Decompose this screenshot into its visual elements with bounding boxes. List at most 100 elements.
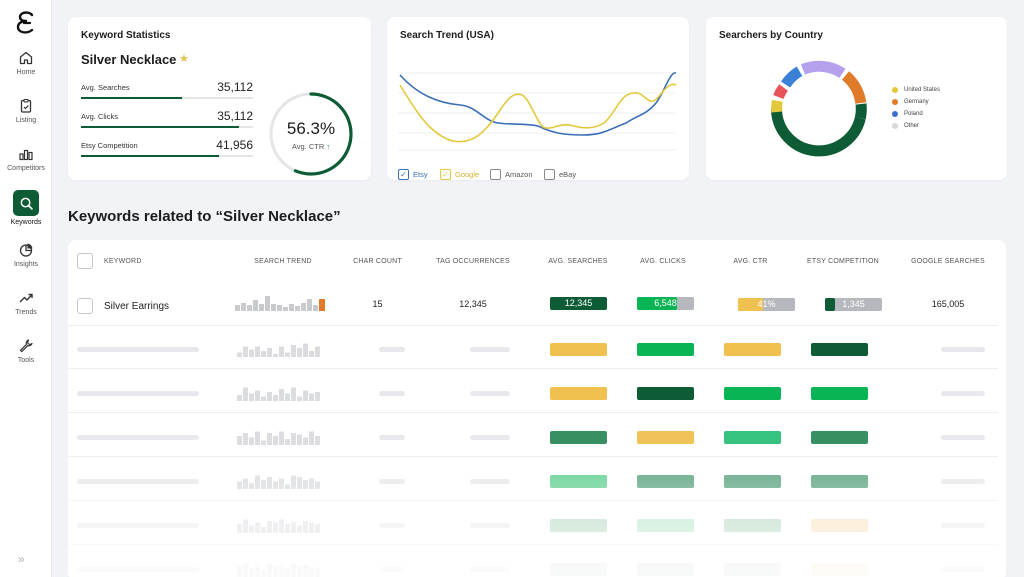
- sparkline-bar: [249, 393, 254, 401]
- skeleton-tag-occurrences: [470, 479, 510, 484]
- sparkline-bar: [279, 431, 284, 445]
- header-avg-clicks[interactable]: AVG. CLICKS: [640, 258, 686, 265]
- search-trend-sparkline: [237, 387, 320, 401]
- skeleton-char-count: [379, 347, 405, 352]
- sparkline-bar: [267, 392, 272, 401]
- legend-etsy[interactable]: ✓ Etsy: [398, 169, 428, 180]
- sparkline-bar: [237, 481, 242, 489]
- metric-pill: [811, 475, 868, 488]
- sparkline-bar: [243, 478, 248, 489]
- legend-dot: [892, 99, 898, 105]
- card-title: Keyword Statistics: [81, 30, 171, 41]
- checkbox-amazon[interactable]: [490, 169, 501, 180]
- etsy-trend-line: [399, 72, 677, 136]
- donut-segment-dark: [771, 109, 866, 157]
- checkbox-ebay[interactable]: [544, 169, 555, 180]
- nav-competitors[interactable]: Competitors: [0, 146, 52, 190]
- sparkline-bar: [267, 563, 272, 577]
- nav-label: Listing: [15, 117, 37, 124]
- nav-trends[interactable]: Trends: [0, 290, 52, 334]
- metric-pill: [724, 475, 781, 488]
- legend-item: Poland: [892, 111, 923, 117]
- legend-google[interactable]: ✓ Google: [440, 169, 479, 180]
- skeleton-keyword: [77, 347, 199, 352]
- checkbox-etsy[interactable]: ✓: [398, 169, 409, 180]
- header-char-count[interactable]: CHAR COUNT: [353, 258, 402, 265]
- etsy-competition-pill-fill: [825, 298, 835, 311]
- sparkline-bar: [309, 351, 314, 357]
- nav-listing[interactable]: Listing: [0, 98, 52, 142]
- sparkline-bar: [261, 527, 266, 533]
- sparkline-bar: [249, 568, 254, 577]
- star-icon[interactable]: ★: [179, 53, 189, 65]
- app-logo[interactable]: [14, 10, 38, 36]
- header-keyword[interactable]: KEYWORD: [104, 258, 142, 265]
- sparkline-bar: [273, 522, 278, 533]
- legend-label: Etsy: [413, 170, 428, 179]
- nav-keywords[interactable]: Keywords: [0, 190, 52, 234]
- keyword-cell[interactable]: Silver Earrings: [104, 301, 170, 312]
- legend-label: Germany: [904, 99, 929, 105]
- google-searches-cell: 165,005: [931, 299, 965, 309]
- row-divider: [68, 412, 998, 413]
- home-icon: [19, 51, 33, 65]
- skeleton-google-searches: [941, 523, 985, 528]
- legend-item: United States: [892, 87, 940, 93]
- sparkline-bar: [273, 395, 278, 401]
- sidebar: Home Listing Competitors Keywords Insigh…: [0, 0, 52, 577]
- sparkline-bar: [315, 392, 320, 401]
- search-trend-sparkline: [237, 343, 320, 357]
- sparkline-bar: [303, 343, 308, 357]
- metric-pill: [724, 343, 781, 356]
- stat-value: 41,956: [216, 138, 253, 152]
- legend-ebay[interactable]: eBay: [544, 169, 576, 180]
- header-search-trend[interactable]: SEARCH TREND: [254, 258, 312, 265]
- header-etsy-competition[interactable]: ETSY COMPETITION: [807, 258, 879, 265]
- header-avg-searches[interactable]: AVG. SEARCHES: [548, 258, 608, 265]
- sparkline-bar: [297, 434, 302, 445]
- sparkline-bar: [303, 480, 308, 489]
- sparkline-bar: [243, 387, 248, 401]
- header-tag-occurrences[interactable]: TAG OCCURRENCES: [436, 258, 510, 265]
- search-trend-chart: [398, 72, 677, 151]
- metric-pill: [637, 431, 694, 444]
- sparkline-bar: [285, 568, 290, 577]
- header-avg-ctr[interactable]: AVG. CTR: [733, 258, 768, 265]
- wrench-icon: [19, 339, 33, 353]
- skeleton-google-searches: [941, 435, 985, 440]
- nav-insights[interactable]: Insights: [0, 242, 52, 286]
- header-google-searches[interactable]: GOOGLE SEARCHES: [911, 258, 985, 265]
- sparkline-bar: [261, 480, 266, 489]
- sparkline-bar: [285, 524, 290, 533]
- sparkline-bar: [255, 431, 260, 445]
- avg-ctr-pill-fill: [738, 298, 763, 311]
- stat-progress-track: [81, 126, 253, 128]
- skeleton-char-count: [379, 391, 405, 396]
- sparkline-bar: [237, 436, 242, 445]
- ctr-value: 56.3%: [286, 119, 336, 138]
- row-divider: [68, 544, 998, 545]
- skeleton-google-searches: [941, 391, 985, 396]
- donut-segment-orange: [841, 71, 867, 105]
- select-all-checkbox[interactable]: [77, 253, 93, 269]
- checkbox-google[interactable]: ✓: [440, 169, 451, 180]
- sparkline-bar: [291, 475, 296, 489]
- sparkline-bar: [273, 436, 278, 445]
- skeleton-tag-occurrences: [470, 523, 510, 528]
- nav-tools[interactable]: Tools: [0, 338, 52, 382]
- sparkline-bar: [279, 478, 284, 489]
- country-donut-chart: [771, 60, 867, 157]
- sparkline-bar: [285, 352, 290, 357]
- nav-home[interactable]: Home: [0, 50, 52, 94]
- skeleton-keyword: [77, 523, 199, 528]
- nav-label: Keywords: [10, 219, 42, 226]
- clipboard-icon: [20, 98, 32, 113]
- sparkline-bar: [267, 348, 272, 357]
- collapse-sidebar-button[interactable]: »: [18, 552, 25, 566]
- legend-amazon[interactable]: Amazon: [490, 169, 533, 180]
- sparkline-bar: [267, 433, 272, 445]
- metric-pill: [550, 563, 607, 576]
- row-divider: [68, 456, 998, 457]
- row-checkbox[interactable]: [77, 298, 93, 314]
- sparkline-bar: [261, 351, 266, 357]
